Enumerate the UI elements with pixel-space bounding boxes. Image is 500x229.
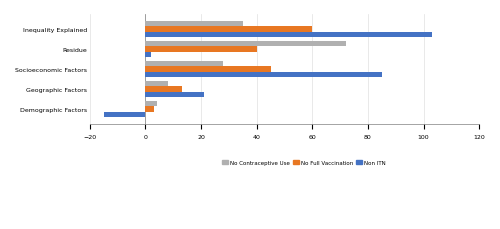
- Bar: [146, 82, 168, 87]
- Bar: [146, 87, 182, 92]
- Bar: [146, 62, 224, 67]
- Bar: [146, 92, 204, 97]
- Bar: [104, 112, 146, 117]
- Bar: [146, 52, 151, 57]
- Bar: [146, 33, 432, 38]
- Bar: [146, 107, 154, 112]
- Bar: [146, 47, 256, 52]
- Bar: [146, 22, 242, 27]
- Bar: [146, 42, 346, 47]
- Bar: [146, 67, 270, 72]
- Bar: [146, 102, 156, 107]
- Bar: [146, 27, 312, 33]
- Legend: No Contraceptive Use, No Full Vaccination, Non ITN: No Contraceptive Use, No Full Vaccinatio…: [220, 158, 388, 168]
- Bar: [146, 72, 382, 77]
